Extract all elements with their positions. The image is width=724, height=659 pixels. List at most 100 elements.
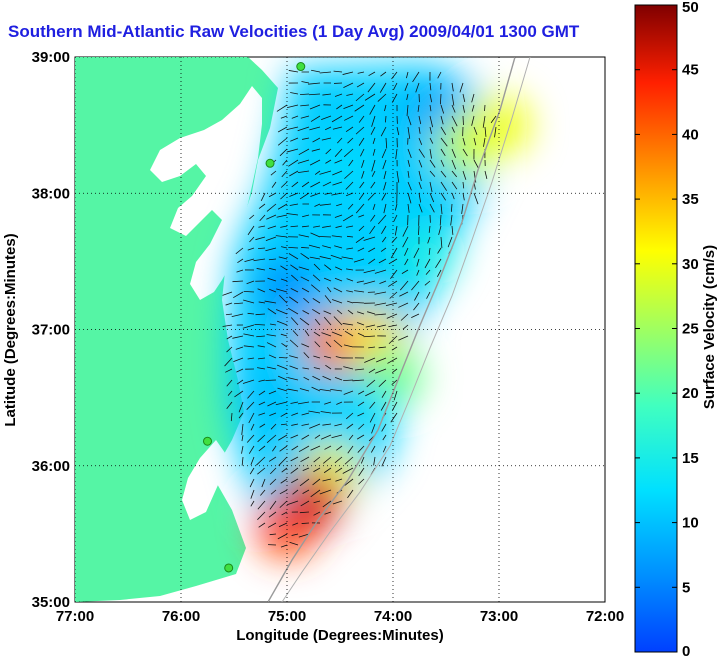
velocity-arrow bbox=[402, 324, 409, 330]
velocity-arrow bbox=[335, 478, 343, 482]
velocity-arrow bbox=[425, 269, 431, 275]
velocity-arrow bbox=[250, 456, 255, 465]
velocity-arrow bbox=[473, 126, 478, 135]
velocity-arrow bbox=[289, 355, 299, 359]
velocity-arrow bbox=[333, 70, 343, 73]
velocity-arrow bbox=[289, 541, 299, 546]
velocity-arrow bbox=[378, 346, 387, 349]
velocity-arrow bbox=[258, 225, 266, 228]
velocity-arrow bbox=[461, 203, 464, 214]
velocity-arrow bbox=[238, 401, 244, 413]
velocity-arrow bbox=[368, 71, 376, 77]
velocity-arrow bbox=[286, 213, 299, 216]
velocity-arrow bbox=[232, 335, 244, 339]
velocity-arrow bbox=[370, 214, 376, 222]
velocity-arrow bbox=[407, 170, 410, 178]
velocity-arrow bbox=[331, 115, 343, 123]
velocity-arrow bbox=[302, 310, 310, 315]
velocity-arrow bbox=[346, 278, 354, 282]
velocity-arrow bbox=[356, 280, 365, 283]
velocity-arrow bbox=[312, 308, 321, 315]
velocity-arrow bbox=[365, 390, 376, 397]
velocity-arrow bbox=[363, 280, 376, 285]
radar-site-marker bbox=[265, 158, 275, 168]
velocity-arrow bbox=[258, 412, 266, 416]
velocity-arrow bbox=[301, 137, 310, 140]
velocity-arrow bbox=[249, 214, 255, 220]
velocity-arrow bbox=[402, 225, 409, 237]
velocity-arrow bbox=[300, 456, 310, 463]
velocity-arrow bbox=[260, 192, 266, 202]
velocity-arrow bbox=[343, 148, 354, 158]
velocity-arrow bbox=[344, 330, 354, 337]
velocity-arrow bbox=[383, 203, 387, 214]
colorbar-tick-label: 30 bbox=[682, 256, 699, 273]
velocity-arrow bbox=[278, 522, 288, 528]
velocity-arrow bbox=[393, 82, 398, 90]
velocity-arrow bbox=[299, 511, 310, 514]
velocity-arrow bbox=[337, 309, 343, 315]
velocity-arrow bbox=[416, 269, 420, 276]
velocity-arrow bbox=[406, 104, 409, 116]
velocity-arrow bbox=[280, 544, 288, 548]
velocity-arrow bbox=[319, 203, 332, 206]
velocity-arrow bbox=[368, 346, 376, 349]
velocity-arrow bbox=[447, 236, 453, 248]
velocity-arrow bbox=[402, 236, 409, 248]
velocity-arrow bbox=[375, 368, 387, 374]
velocity-arrow bbox=[289, 203, 299, 206]
velocity-arrow bbox=[257, 434, 266, 443]
velocity-arrow bbox=[301, 434, 310, 440]
velocity-arrow bbox=[257, 357, 266, 360]
velocity-arrow bbox=[288, 70, 299, 73]
velocity-arrow bbox=[277, 203, 288, 210]
velocity-arrow bbox=[377, 93, 387, 102]
velocity-arrow bbox=[247, 357, 255, 360]
velocity-arrow bbox=[344, 115, 354, 121]
velocity-arrow bbox=[336, 445, 343, 451]
velocity-arrow bbox=[266, 366, 277, 370]
velocity-arrow bbox=[462, 93, 466, 103]
velocity-arrow bbox=[280, 192, 288, 200]
velocity-arrow bbox=[319, 256, 332, 260]
velocity-arrow bbox=[242, 324, 255, 329]
velocity-arrow bbox=[281, 467, 288, 473]
bathymetry-contour bbox=[267, 57, 516, 602]
velocity-arrow bbox=[450, 203, 453, 212]
velocity-arrow bbox=[304, 330, 310, 337]
velocity-arrow bbox=[390, 412, 398, 423]
velocity-arrow bbox=[337, 137, 343, 144]
velocity-arrow bbox=[299, 478, 310, 487]
velocity-arrow bbox=[342, 71, 354, 75]
velocity-arrow bbox=[331, 235, 343, 238]
velocity-arrow bbox=[355, 126, 365, 135]
velocity-arrow bbox=[267, 225, 277, 230]
velocity-arrow bbox=[363, 236, 376, 241]
velocity-arrow bbox=[418, 159, 423, 168]
velocity-arrow bbox=[372, 137, 376, 144]
velocity-arrow bbox=[281, 170, 288, 178]
velocity-arrow bbox=[323, 467, 332, 474]
velocity-arrow bbox=[313, 367, 321, 370]
velocity-arrow bbox=[440, 104, 445, 114]
velocity-arrow bbox=[343, 390, 354, 395]
velocity-arrow bbox=[324, 511, 332, 515]
velocity-arrow bbox=[358, 478, 365, 485]
velocity-arrow bbox=[357, 445, 365, 453]
velocity-arrow bbox=[301, 522, 310, 524]
velocity-arrow bbox=[291, 423, 299, 426]
velocity-arrow bbox=[266, 342, 277, 348]
velocity-arrow bbox=[345, 126, 354, 132]
velocity-arrow bbox=[292, 522, 299, 526]
velocity-arrow bbox=[334, 159, 343, 164]
velocity-arrow bbox=[391, 368, 398, 373]
velocity-arrow bbox=[319, 71, 332, 74]
velocity-arrow bbox=[257, 367, 266, 370]
velocity-arrow bbox=[323, 277, 332, 282]
velocity-arrow bbox=[322, 478, 332, 482]
velocity-arrow bbox=[356, 82, 365, 88]
velocity-arrow bbox=[250, 500, 255, 507]
velocity-arrow bbox=[268, 258, 277, 261]
velocity-arrow bbox=[243, 299, 255, 304]
velocity-arrow bbox=[389, 291, 398, 299]
